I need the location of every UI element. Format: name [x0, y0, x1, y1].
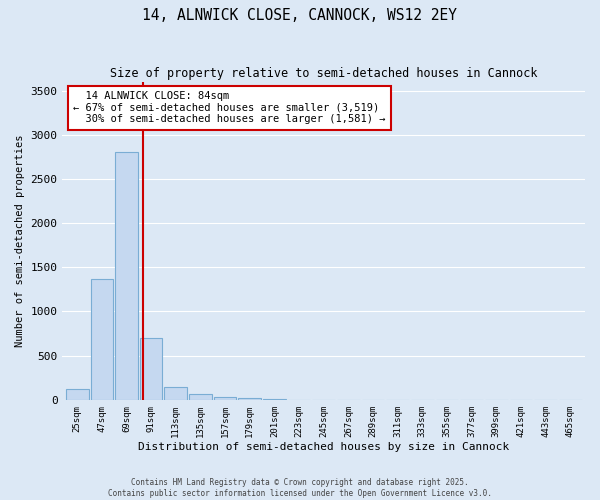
Bar	[140, 338, 163, 400]
Bar	[115, 152, 138, 400]
Y-axis label: Number of semi-detached properties: Number of semi-detached properties	[15, 134, 25, 347]
Text: 14, ALNWICK CLOSE, CANNOCK, WS12 2EY: 14, ALNWICK CLOSE, CANNOCK, WS12 2EY	[143, 8, 458, 22]
Text: 14 ALNWICK CLOSE: 84sqm
← 67% of semi-detached houses are smaller (3,519)
  30% : 14 ALNWICK CLOSE: 84sqm ← 67% of semi-de…	[73, 91, 385, 124]
Bar	[189, 394, 212, 400]
Bar	[214, 396, 236, 400]
Bar	[91, 279, 113, 400]
Text: Contains HM Land Registry data © Crown copyright and database right 2025.
Contai: Contains HM Land Registry data © Crown c…	[108, 478, 492, 498]
Bar	[164, 386, 187, 400]
Bar	[66, 389, 89, 400]
Title: Size of property relative to semi-detached houses in Cannock: Size of property relative to semi-detach…	[110, 68, 538, 80]
X-axis label: Distribution of semi-detached houses by size in Cannock: Distribution of semi-detached houses by …	[138, 442, 509, 452]
Bar	[238, 398, 261, 400]
